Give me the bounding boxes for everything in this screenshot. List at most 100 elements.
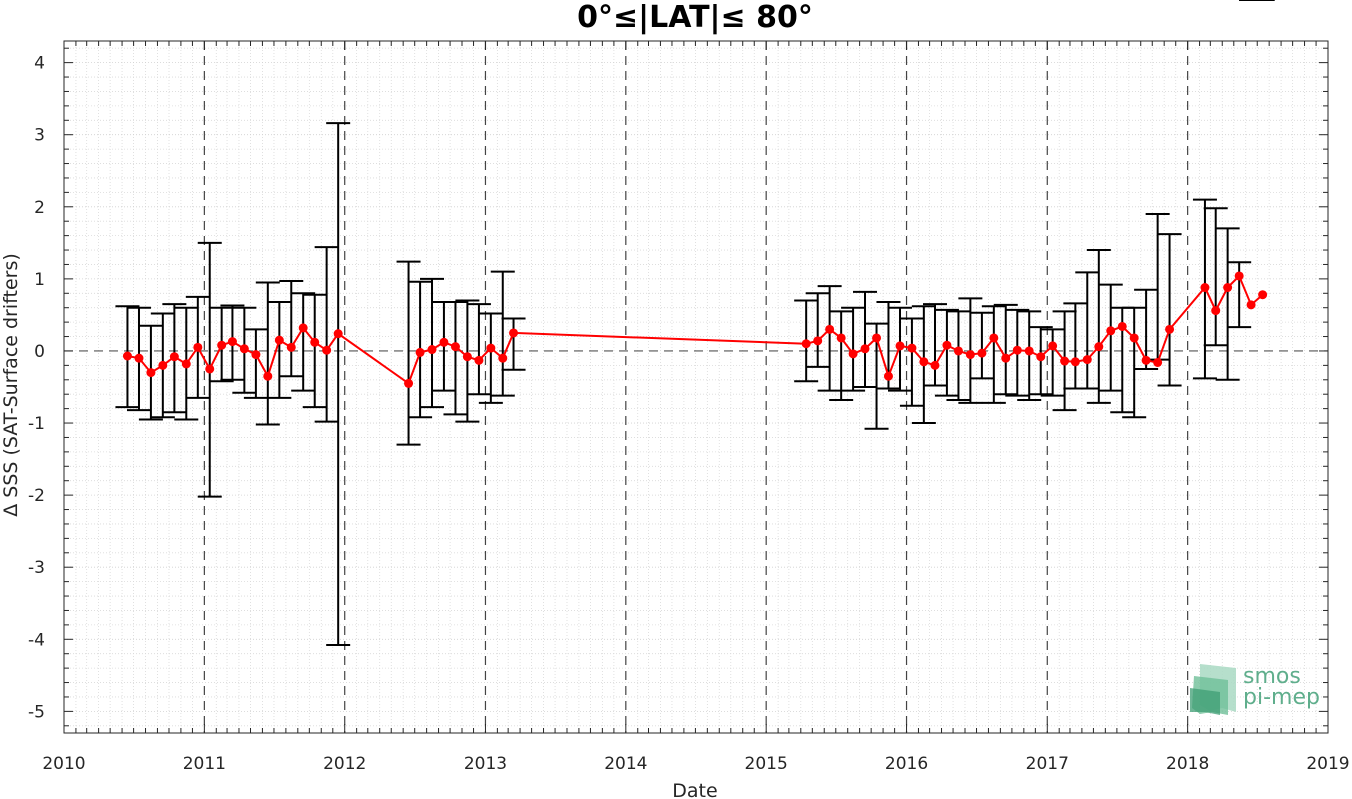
x-tick-label: 2019 xyxy=(1306,754,1349,774)
data-point xyxy=(122,351,132,361)
data-point xyxy=(134,353,144,363)
data-point xyxy=(486,343,496,353)
x-tick-label: 2012 xyxy=(323,754,366,774)
data-point xyxy=(427,345,437,355)
data-point xyxy=(193,342,203,352)
x-tick-label: 2015 xyxy=(745,754,788,774)
data-point xyxy=(1234,271,1244,281)
minor-grid xyxy=(64,41,1328,733)
y-tick-labels: -5 -4 -3 -2 -1 0 1 2 3 4 xyxy=(28,54,45,723)
y-tick-label: 4 xyxy=(34,54,45,74)
data-point xyxy=(450,342,460,352)
data-point xyxy=(181,359,191,369)
data-point xyxy=(217,340,227,350)
data-point xyxy=(404,378,414,388)
y-tick-label: 0 xyxy=(34,342,45,362)
data-point xyxy=(146,368,156,378)
data-point xyxy=(439,337,449,347)
data-point xyxy=(930,360,940,370)
x-tick-label: 2017 xyxy=(1026,754,1069,774)
data-point xyxy=(274,335,284,345)
smos-pi-mep-logo: smos pi-mep xyxy=(1190,664,1320,715)
data-point xyxy=(1141,355,1151,365)
data-point xyxy=(310,337,320,347)
data-point xyxy=(1012,345,1022,355)
y-tick-label: -2 xyxy=(28,486,45,506)
data-point xyxy=(836,333,846,343)
data-point xyxy=(883,371,893,381)
year-gridlines xyxy=(203,41,1189,733)
y-tick-label: 1 xyxy=(34,270,45,290)
data-point xyxy=(1246,300,1256,310)
data-point xyxy=(872,333,882,343)
axes-box xyxy=(63,40,1329,734)
data-point xyxy=(286,342,296,352)
y-axis-label: Δ SSS (SAT-Surface drifters) xyxy=(0,253,22,517)
data-point xyxy=(205,364,215,374)
data-point xyxy=(919,357,929,367)
logo-text-smos: smos xyxy=(1243,664,1301,689)
y-tick-label: -4 xyxy=(28,630,45,650)
y-tick-label: 2 xyxy=(34,198,45,218)
data-point xyxy=(1223,283,1233,293)
data-point xyxy=(825,324,835,334)
data-point xyxy=(907,343,917,353)
x-tick-label: 2016 xyxy=(885,754,928,774)
y-tick-label: 3 xyxy=(34,126,45,146)
x-tick-label: 2011 xyxy=(183,754,226,774)
data-point xyxy=(895,341,905,351)
data-point xyxy=(848,349,858,359)
data-point xyxy=(322,345,332,355)
data-point xyxy=(498,353,508,363)
data-point xyxy=(169,352,179,362)
x-tick-label: 2010 xyxy=(42,754,85,774)
data-point xyxy=(965,350,975,360)
data-point xyxy=(942,340,952,350)
data-point xyxy=(474,355,484,365)
data-point xyxy=(1070,357,1080,367)
chart-title: 0°≤|LAT|≤ 80° xyxy=(577,0,813,35)
data-point xyxy=(1165,324,1175,334)
data-point xyxy=(239,344,249,354)
x-tick-label: 2018 xyxy=(1166,754,1209,774)
x-tick-label: 2014 xyxy=(604,754,647,774)
data-point xyxy=(813,336,823,346)
data-point xyxy=(953,346,963,356)
y-tick-label: -3 xyxy=(28,558,45,578)
data-point xyxy=(251,350,261,360)
data-point xyxy=(860,344,870,354)
data-point xyxy=(1082,355,1092,365)
data-point xyxy=(989,333,999,343)
data-point xyxy=(298,323,308,333)
y-tick-label: -5 xyxy=(28,702,45,722)
data-point xyxy=(462,352,472,362)
series xyxy=(122,271,1268,388)
data-point xyxy=(1094,342,1104,352)
x-axis-label: Date xyxy=(672,780,717,799)
x-tick-labels: 2010 2011 2012 2013 2014 2015 2016 2017 2018 2019 xyxy=(42,754,1349,774)
data-point xyxy=(977,348,987,358)
data-point xyxy=(1106,326,1116,336)
data-point xyxy=(158,360,168,370)
data-point xyxy=(415,347,425,357)
y-tick-label: -1 xyxy=(28,414,45,434)
ticks xyxy=(63,41,1329,733)
data-point xyxy=(1024,346,1034,356)
data-point xyxy=(1048,341,1058,351)
data-point xyxy=(263,371,273,381)
data-point xyxy=(227,337,237,347)
data-point xyxy=(1129,333,1139,343)
data-point xyxy=(1153,357,1163,367)
data-point xyxy=(1200,283,1210,293)
x-tick-label: 2013 xyxy=(464,754,507,774)
data-point xyxy=(333,329,343,339)
logo-text-pi-mep: pi-mep xyxy=(1243,685,1320,710)
data-point xyxy=(1117,321,1127,331)
data-point xyxy=(509,328,519,338)
data-point xyxy=(1001,353,1011,363)
data-point xyxy=(1036,352,1046,362)
data-point xyxy=(1060,356,1070,366)
logo-mark-icon xyxy=(1190,664,1236,715)
data-point xyxy=(1211,306,1221,316)
